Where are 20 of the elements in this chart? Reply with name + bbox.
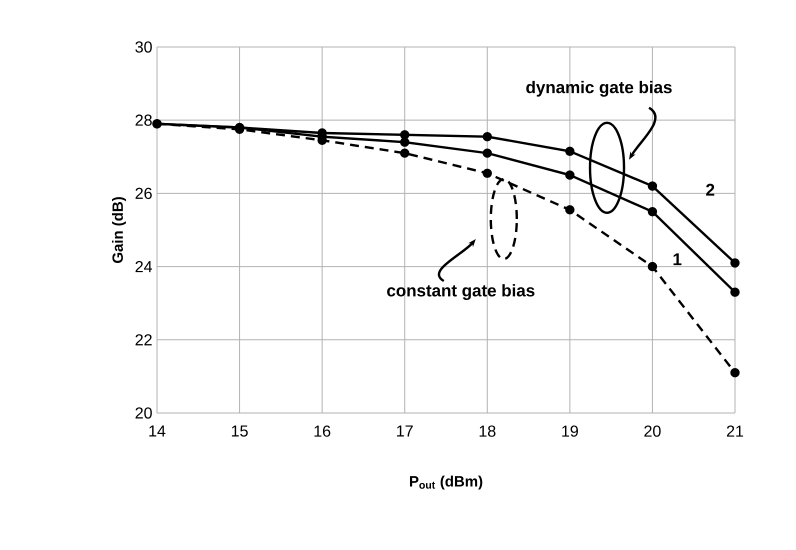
y-tick-label: 26 [136, 188, 152, 200]
y-axis-title: Gain (dB) [112, 197, 126, 263]
annotation: constant gate bias [387, 284, 534, 300]
y-tick-label: 30 [135, 41, 152, 53]
x-tick-label: 19 [562, 426, 578, 437]
y-tick-label: 28 [136, 114, 152, 126]
annotation: 1 [674, 253, 682, 266]
x-tick-label: 16 [314, 426, 330, 437]
y-tick-label: 20 [136, 407, 152, 419]
y-tick-label: 22 [136, 334, 152, 346]
x-axis-title: P$_{out}$ (dBm) [410, 476, 482, 490]
x-tick-label: 17 [397, 426, 413, 436]
x-tick-label: 21 [726, 426, 744, 437]
x-tick-label: 18 [480, 426, 496, 437]
annotation: 2 [706, 184, 714, 196]
x-tick-label: 15 [232, 426, 248, 437]
annotation: dynamic gate bias [526, 80, 672, 97]
y-tick-label: 24 [136, 261, 152, 272]
x-tick-label: 14 [149, 426, 166, 436]
x-tick-label: 20 [644, 426, 661, 437]
